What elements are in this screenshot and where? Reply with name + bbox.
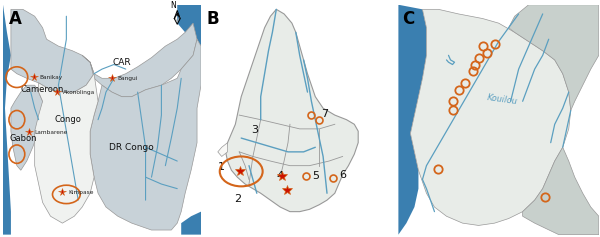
Polygon shape bbox=[218, 143, 227, 156]
Text: Kouilou: Kouilou bbox=[487, 94, 518, 107]
Text: 7: 7 bbox=[322, 109, 329, 119]
Text: Congo: Congo bbox=[55, 115, 82, 124]
Polygon shape bbox=[509, 5, 599, 110]
Text: N: N bbox=[170, 1, 176, 10]
Text: Cameroon: Cameroon bbox=[21, 85, 64, 94]
Text: C: C bbox=[403, 10, 415, 28]
Text: DR Congo: DR Congo bbox=[109, 143, 154, 152]
Text: 6: 6 bbox=[339, 170, 346, 180]
Text: Banikay: Banikay bbox=[40, 75, 63, 80]
Text: B: B bbox=[206, 10, 219, 28]
Polygon shape bbox=[398, 5, 427, 235]
Text: A: A bbox=[9, 10, 22, 28]
Polygon shape bbox=[410, 9, 571, 225]
Text: 3: 3 bbox=[251, 125, 259, 135]
Polygon shape bbox=[90, 39, 201, 230]
Text: CAR: CAR bbox=[112, 58, 131, 67]
Text: Bangui: Bangui bbox=[118, 76, 138, 81]
Text: 5: 5 bbox=[312, 171, 319, 181]
Text: Lambarene: Lambarene bbox=[35, 130, 68, 135]
Text: Gabon: Gabon bbox=[9, 134, 37, 143]
Polygon shape bbox=[177, 5, 201, 46]
Polygon shape bbox=[82, 23, 197, 97]
Text: 1: 1 bbox=[218, 162, 225, 172]
Text: 2: 2 bbox=[234, 194, 241, 204]
Polygon shape bbox=[35, 74, 98, 223]
Polygon shape bbox=[226, 9, 358, 212]
Text: Kimpase: Kimpase bbox=[68, 190, 94, 195]
Polygon shape bbox=[11, 9, 94, 92]
Polygon shape bbox=[181, 212, 201, 235]
Text: Akonolinga: Akonolinga bbox=[64, 90, 95, 95]
Polygon shape bbox=[3, 5, 11, 235]
Text: 4: 4 bbox=[277, 171, 284, 181]
Polygon shape bbox=[11, 85, 43, 170]
Polygon shape bbox=[523, 147, 599, 235]
